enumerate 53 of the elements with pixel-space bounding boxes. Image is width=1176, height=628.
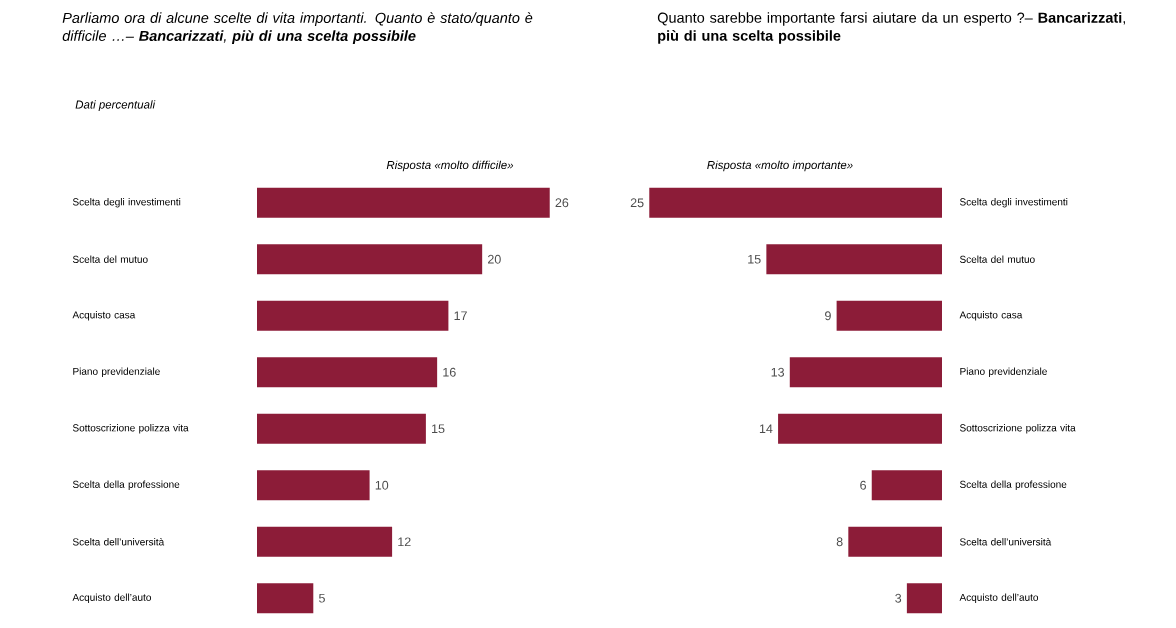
data-label: 14 xyxy=(759,424,773,434)
y-tick-label: Scelta dell’università xyxy=(72,537,165,546)
data-label: 12 xyxy=(398,537,411,547)
data-label: 13 xyxy=(771,367,785,377)
bar xyxy=(778,413,942,444)
bar xyxy=(257,470,370,501)
data-label: 25 xyxy=(630,198,644,208)
y-tick-label: Acquisto casa xyxy=(72,311,136,321)
data-label: 20 xyxy=(488,254,501,264)
data-label: 10 xyxy=(375,480,389,490)
data-label: 17 xyxy=(454,311,467,321)
data-label: 3 xyxy=(895,593,902,603)
y-tick-label: Scelta della professione xyxy=(959,480,1067,490)
data-label: 9 xyxy=(825,311,831,321)
y-tick-label: Piano previdenziale xyxy=(960,367,1047,377)
bar xyxy=(766,244,942,275)
bar xyxy=(257,187,550,218)
data-label: 6 xyxy=(860,480,866,490)
y-tick-label: Acquisto dell’auto xyxy=(959,593,1039,603)
data-label: 8 xyxy=(836,537,843,547)
y-tick-label: Sottoscrizione polizza vita xyxy=(959,424,1076,434)
y-tick-label: Scelta dell’università xyxy=(959,537,1052,546)
bar xyxy=(836,300,942,331)
y-tick-label: Scelta della professione xyxy=(72,480,180,490)
y-tick-label: Acquisto dell’auto xyxy=(72,593,151,603)
y-tick-label: Sottoscrizione polizza vita xyxy=(72,424,189,434)
data-label: 15 xyxy=(748,254,761,264)
text: Dati percentuali xyxy=(75,100,156,111)
chart-title: Parliamo ora di alcune scelte di vita importanti. Quanto è stato/quanto è difficile …– Bancarizzati, più di una scelta possibile xyxy=(62,12,533,44)
bar xyxy=(257,526,393,557)
data-label: 26 xyxy=(555,198,569,208)
data-label: 15 xyxy=(432,424,445,434)
y-tick-label: Scelta del mutuo xyxy=(959,255,1035,263)
bar xyxy=(848,526,942,557)
data-label: 16 xyxy=(443,367,456,377)
y-tick-label: Acquisto casa xyxy=(959,311,1023,321)
y-tick-label: Scelta degli investimenti xyxy=(72,198,181,208)
bar xyxy=(257,413,426,444)
bar xyxy=(257,357,438,388)
bar xyxy=(257,244,483,275)
y-tick-label: Scelta del mutuo xyxy=(72,255,148,263)
chart-title: Quanto sarebbe importante farsi aiutare da un esperto ?– Bancarizzati, più di una scelta possibile xyxy=(657,12,1125,44)
bar xyxy=(257,300,449,331)
bar xyxy=(257,583,314,614)
x-axis-title: Risposta «molto difficile» xyxy=(386,160,514,172)
y-tick-label: Scelta degli investimenti xyxy=(959,198,1068,208)
x-axis-title: Risposta «molto importante» xyxy=(707,160,853,172)
data-label: 5 xyxy=(319,593,325,603)
bar xyxy=(649,187,942,218)
bar xyxy=(871,470,942,501)
y-tick-label: Piano previdenziale xyxy=(73,367,160,377)
bar xyxy=(906,583,942,614)
bar xyxy=(789,357,942,388)
